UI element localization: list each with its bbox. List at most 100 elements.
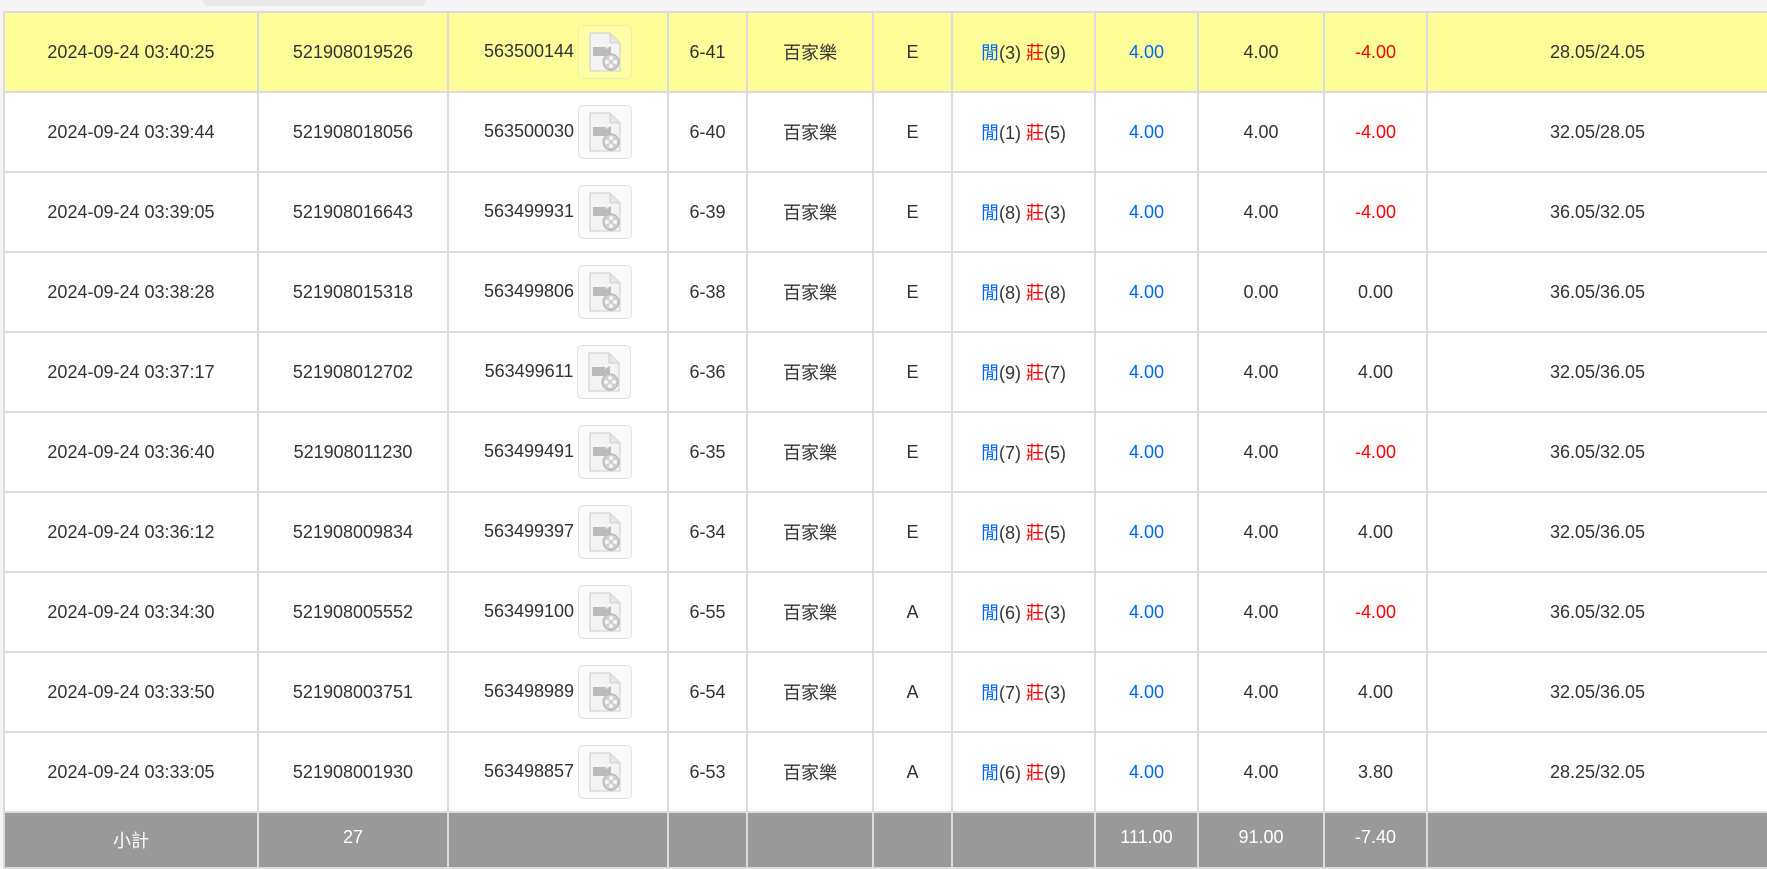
banker-points: (3): [1044, 203, 1066, 223]
table-row: 2024-09-24 03:34:30 521908005552 5634991…: [3, 571, 1767, 653]
round-id: 563499931: [483, 200, 575, 221]
player-points: (1): [998, 123, 1021, 143]
valid-amount: 4.00: [1197, 731, 1325, 813]
player-label: 閒: [980, 603, 999, 623]
valid-amount: 4.00: [1197, 571, 1325, 653]
banker-label: 莊: [1026, 43, 1044, 63]
banker-points: (9): [1044, 43, 1066, 63]
bet-type: E: [872, 251, 953, 333]
bet-type: A: [872, 571, 953, 653]
video-file-icon[interactable]: [578, 105, 633, 159]
video-file-icon[interactable]: [578, 185, 633, 239]
player-label: 閒: [980, 203, 999, 223]
banker-label: 莊: [1026, 203, 1044, 223]
player-points: (7): [998, 443, 1021, 463]
bet-time: 2024-09-24 03:37:17: [3, 331, 259, 413]
table-row: 2024-09-24 03:36:12 521908009834 5634993…: [3, 491, 1767, 573]
round-cell: 563500144: [447, 11, 669, 93]
player-points: (6): [998, 763, 1021, 783]
video-file-icon[interactable]: [577, 345, 632, 399]
subtotal-count: 27: [257, 811, 449, 869]
balance-change: 36.05/32.05: [1426, 171, 1767, 253]
player-points: (8): [998, 523, 1021, 543]
round-cell: 563499100: [447, 571, 669, 653]
subtotal-valid: 91.00: [1197, 811, 1325, 869]
bet-id: 521908015318: [257, 251, 449, 333]
player-label: 閒: [980, 763, 999, 783]
round-cell: 563500030: [447, 91, 669, 173]
subtotal-row: 小計 27 111.00 91.00 -7.40: [3, 811, 1767, 869]
result-cards: 閒(7) 莊(3): [951, 651, 1096, 733]
round-cell: 563499806: [447, 251, 669, 333]
bet-amount: 4.00: [1094, 491, 1199, 573]
win-loss: 4.00: [1323, 651, 1428, 733]
game-name: 百家樂: [746, 251, 874, 333]
table-row: 2024-09-24 03:40:25 521908019526 5635001…: [3, 11, 1767, 93]
banker-label: 莊: [1026, 443, 1044, 463]
top-bar: [0, 0, 1767, 11]
round-id: 563499491: [483, 440, 575, 461]
bet-amount: 4.00: [1094, 91, 1199, 173]
player-label: 閒: [980, 123, 999, 143]
banker-label: 莊: [1026, 363, 1044, 383]
video-file-icon[interactable]: [578, 425, 633, 479]
video-file-icon[interactable]: [578, 665, 633, 719]
round-cell: 563499397: [447, 491, 669, 573]
table-row: 2024-09-24 03:36:40 521908011230 5634994…: [3, 411, 1767, 493]
bet-id: 521908001930: [257, 731, 449, 813]
bet-records-table: 2024-09-24 03:40:25 521908019526 5635001…: [3, 11, 1767, 869]
bet-id: 521908009834: [257, 491, 449, 573]
balance-change: 28.25/32.05: [1426, 731, 1767, 813]
bet-id: 521908005552: [257, 571, 449, 653]
result-cards: 閒(1) 莊(5): [951, 91, 1096, 173]
player-points: (8): [998, 283, 1021, 303]
player-points: (3): [998, 43, 1021, 63]
bet-id: 521908018056: [257, 91, 449, 173]
table-id: 6-54: [667, 651, 748, 733]
video-file-icon[interactable]: [578, 265, 633, 319]
banker-label: 莊: [1026, 603, 1044, 623]
table-id: 6-35: [667, 411, 748, 493]
banker-points: (7): [1044, 363, 1066, 383]
game-name: 百家樂: [746, 91, 874, 173]
subtotal-result: -7.40: [1323, 811, 1428, 869]
result-cards: 閒(8) 莊(8): [951, 251, 1096, 333]
banker-label: 莊: [1026, 283, 1044, 303]
game-name: 百家樂: [746, 11, 874, 93]
table-id: 6-34: [667, 491, 748, 573]
top-tab[interactable]: [203, 0, 426, 6]
round-id: 563500030: [483, 120, 575, 141]
bet-time: 2024-09-24 03:36:12: [3, 491, 259, 573]
player-label: 閒: [980, 443, 999, 463]
result-cards: 閒(8) 莊(5): [951, 491, 1096, 573]
bet-type: E: [872, 491, 953, 573]
video-file-icon[interactable]: [578, 505, 633, 559]
player-points: (6): [998, 603, 1021, 623]
bet-type: A: [872, 651, 953, 733]
round-id: 563498989: [483, 680, 575, 701]
valid-amount: 4.00: [1197, 11, 1325, 93]
player-points: (7): [998, 683, 1021, 703]
valid-amount: 4.00: [1197, 331, 1325, 413]
table-row: 2024-09-24 03:33:05 521908001930 5634988…: [3, 731, 1767, 813]
bet-type: E: [872, 11, 953, 93]
result-cards: 閒(7) 莊(5): [951, 411, 1096, 493]
bet-time: 2024-09-24 03:36:40: [3, 411, 259, 493]
table-row: 2024-09-24 03:33:50 521908003751 5634989…: [3, 651, 1767, 733]
player-points: (8): [998, 203, 1021, 223]
table-row: 2024-09-24 03:39:05 521908016643 5634999…: [3, 171, 1767, 253]
video-file-icon[interactable]: [578, 745, 633, 799]
player-label: 閒: [980, 363, 999, 383]
bet-id: 521908016643: [257, 171, 449, 253]
bet-amount: 4.00: [1094, 731, 1199, 813]
player-points: (9): [998, 363, 1021, 383]
banker-points: (3): [1044, 603, 1066, 623]
banker-points: (5): [1044, 523, 1066, 543]
video-file-icon[interactable]: [578, 25, 633, 79]
video-file-icon[interactable]: [578, 585, 633, 639]
result-cards: 閒(6) 莊(3): [951, 571, 1096, 653]
balance-change: 32.05/28.05: [1426, 91, 1767, 173]
bet-time: 2024-09-24 03:39:05: [3, 171, 259, 253]
round-cell: 563499491: [447, 411, 669, 493]
round-cell: 563498857: [447, 731, 669, 813]
